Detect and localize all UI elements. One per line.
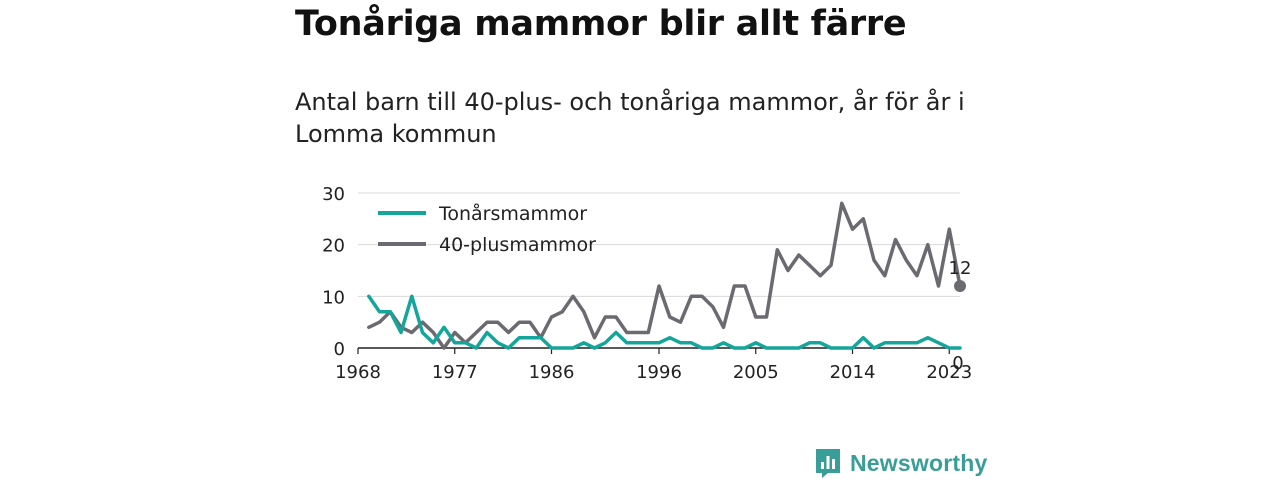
x-tick-label: 2005: [733, 362, 779, 383]
x-tick-label: 1977: [432, 362, 478, 383]
legend-label: 40-plusmammor: [439, 234, 596, 256]
end-value-label: 0: [952, 353, 963, 374]
x-tick-label: 1986: [529, 362, 575, 383]
gridlines: [358, 192, 960, 297]
x-axis: 1968 1977 1986 1996 2005 2014 2023: [335, 347, 972, 383]
bar-chart-logo-icon: [816, 449, 840, 478]
series-line-tonarsmammor: [367, 294, 962, 350]
end-point-marker: [954, 280, 966, 292]
end-value-label: 12: [949, 258, 972, 279]
x-tick-label: 1968: [335, 362, 381, 383]
y-axis-ticks: 0 10 20 30: [322, 184, 345, 360]
x-tick-label: 2014: [830, 362, 876, 383]
y-tick-label: 10: [322, 287, 345, 308]
chart-title: Tonåriga mammor blir allt färre: [295, 4, 907, 44]
series-lines: [367, 201, 962, 350]
brand-logo: Newsworthy: [814, 446, 987, 480]
y-tick-label: 30: [322, 184, 345, 205]
y-tick-label: 0: [334, 339, 345, 360]
end-labels: 12 0: [949, 258, 972, 374]
legend-label: Tonårsmammor: [438, 202, 587, 225]
line-chart: 0 10 20 30 1968 1977 1986 1996 2005 2014 2023 Ton…: [322, 184, 972, 383]
legend: Tonårsmammor 40-plusmammor: [378, 202, 596, 256]
brand-name: Newsworthy: [850, 449, 988, 476]
x-tick-label: 2023: [926, 362, 972, 383]
x-tick-label: 1996: [636, 362, 682, 383]
y-tick-label: 20: [322, 236, 345, 257]
chart-subtitle: Antal barn till 40-plus- och tonåriga ma…: [295, 88, 965, 148]
series-line-40-plusmammor: [367, 201, 962, 350]
